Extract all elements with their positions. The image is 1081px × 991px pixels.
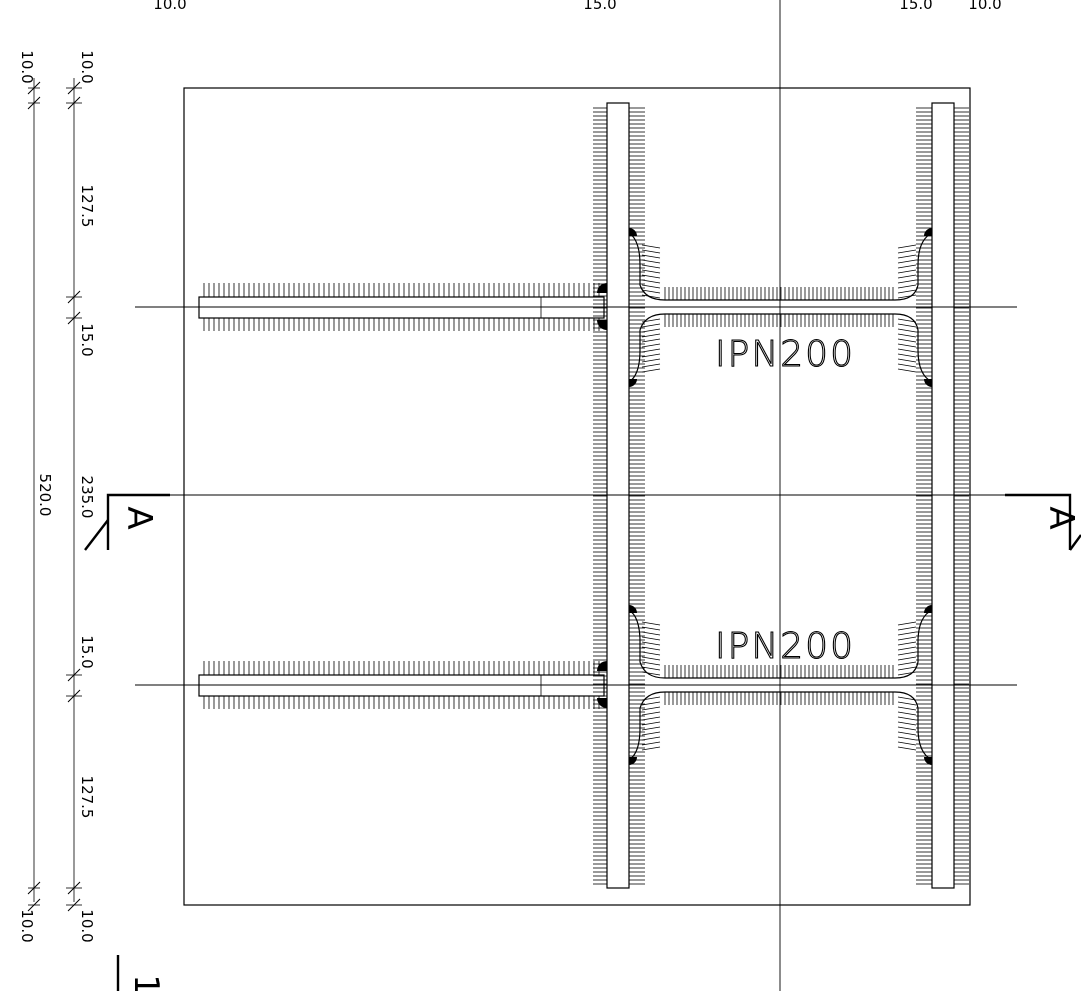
weld-hatch-right-column-inner (916, 107, 932, 885)
top-dim-4: 10.0 (968, 0, 1001, 13)
outer-dim-1: 10.0 (18, 50, 36, 83)
stiffener-plate-upper (198, 296, 605, 319)
column-plate-right (931, 102, 955, 889)
dimension-chain-outer: 10.0 520.0 10.0 (18, 50, 54, 942)
weld-hatch-lower-profile-top (641, 621, 917, 678)
weld-hatch-right-column-outer (954, 107, 969, 885)
weld-hatch-lower-profile-bottom (641, 692, 917, 751)
weld-hatch-upper-profile-top (641, 244, 917, 300)
corner-number: 1 (126, 974, 166, 991)
inner-dim-3: 15.0 (78, 323, 96, 356)
ipn-profile-lower: IPN200 (628, 609, 933, 761)
dimension-chain-inner: 10.0 127.5 15.0 235.0 15.0 127.5 10.0 (66, 50, 96, 943)
section-mark-left: A (84, 493, 170, 551)
inner-dim-4: 235.0 (78, 476, 96, 519)
column-plate-left (606, 102, 630, 889)
base-plate (183, 87, 971, 906)
profile-label-upper: IPN200 (715, 334, 855, 375)
weld-hatch-upper-plate-top (203, 283, 600, 297)
ipn-profile-upper: IPN200 (628, 232, 933, 383)
inner-dim-2: 127.5 (78, 185, 96, 228)
inner-dim-6: 127.5 (78, 776, 96, 819)
section-mark-right: A (1005, 493, 1081, 551)
weld-beads (597, 228, 932, 765)
weld-hatch-lower-plate-top (203, 661, 600, 675)
top-dim-1: 10.0 (153, 0, 186, 13)
top-dim-3: 15.0 (899, 0, 932, 13)
weld-hatch-upper-plate-bottom (203, 318, 600, 331)
weld-hatch-left-column-inner (629, 107, 645, 885)
inner-dim-1: 10.0 (78, 50, 96, 83)
stiffener-plate-lower (198, 674, 605, 697)
outer-dim-3: 10.0 (18, 909, 36, 942)
profile-label-lower: IPN200 (715, 626, 855, 667)
weld-hatch-lower-plate-bottom (203, 696, 600, 709)
section-label-left: A (119, 506, 159, 529)
section-label-right: A (1041, 506, 1081, 529)
inner-dim-5: 15.0 (78, 635, 96, 668)
inner-dim-7: 10.0 (78, 909, 96, 942)
weld-hatch-left-column-outer (593, 107, 607, 885)
outer-dim-2: 520.0 (36, 474, 54, 517)
top-dim-2: 15.0 (583, 0, 616, 13)
weld-hatch-upper-profile-bottom (641, 314, 917, 373)
